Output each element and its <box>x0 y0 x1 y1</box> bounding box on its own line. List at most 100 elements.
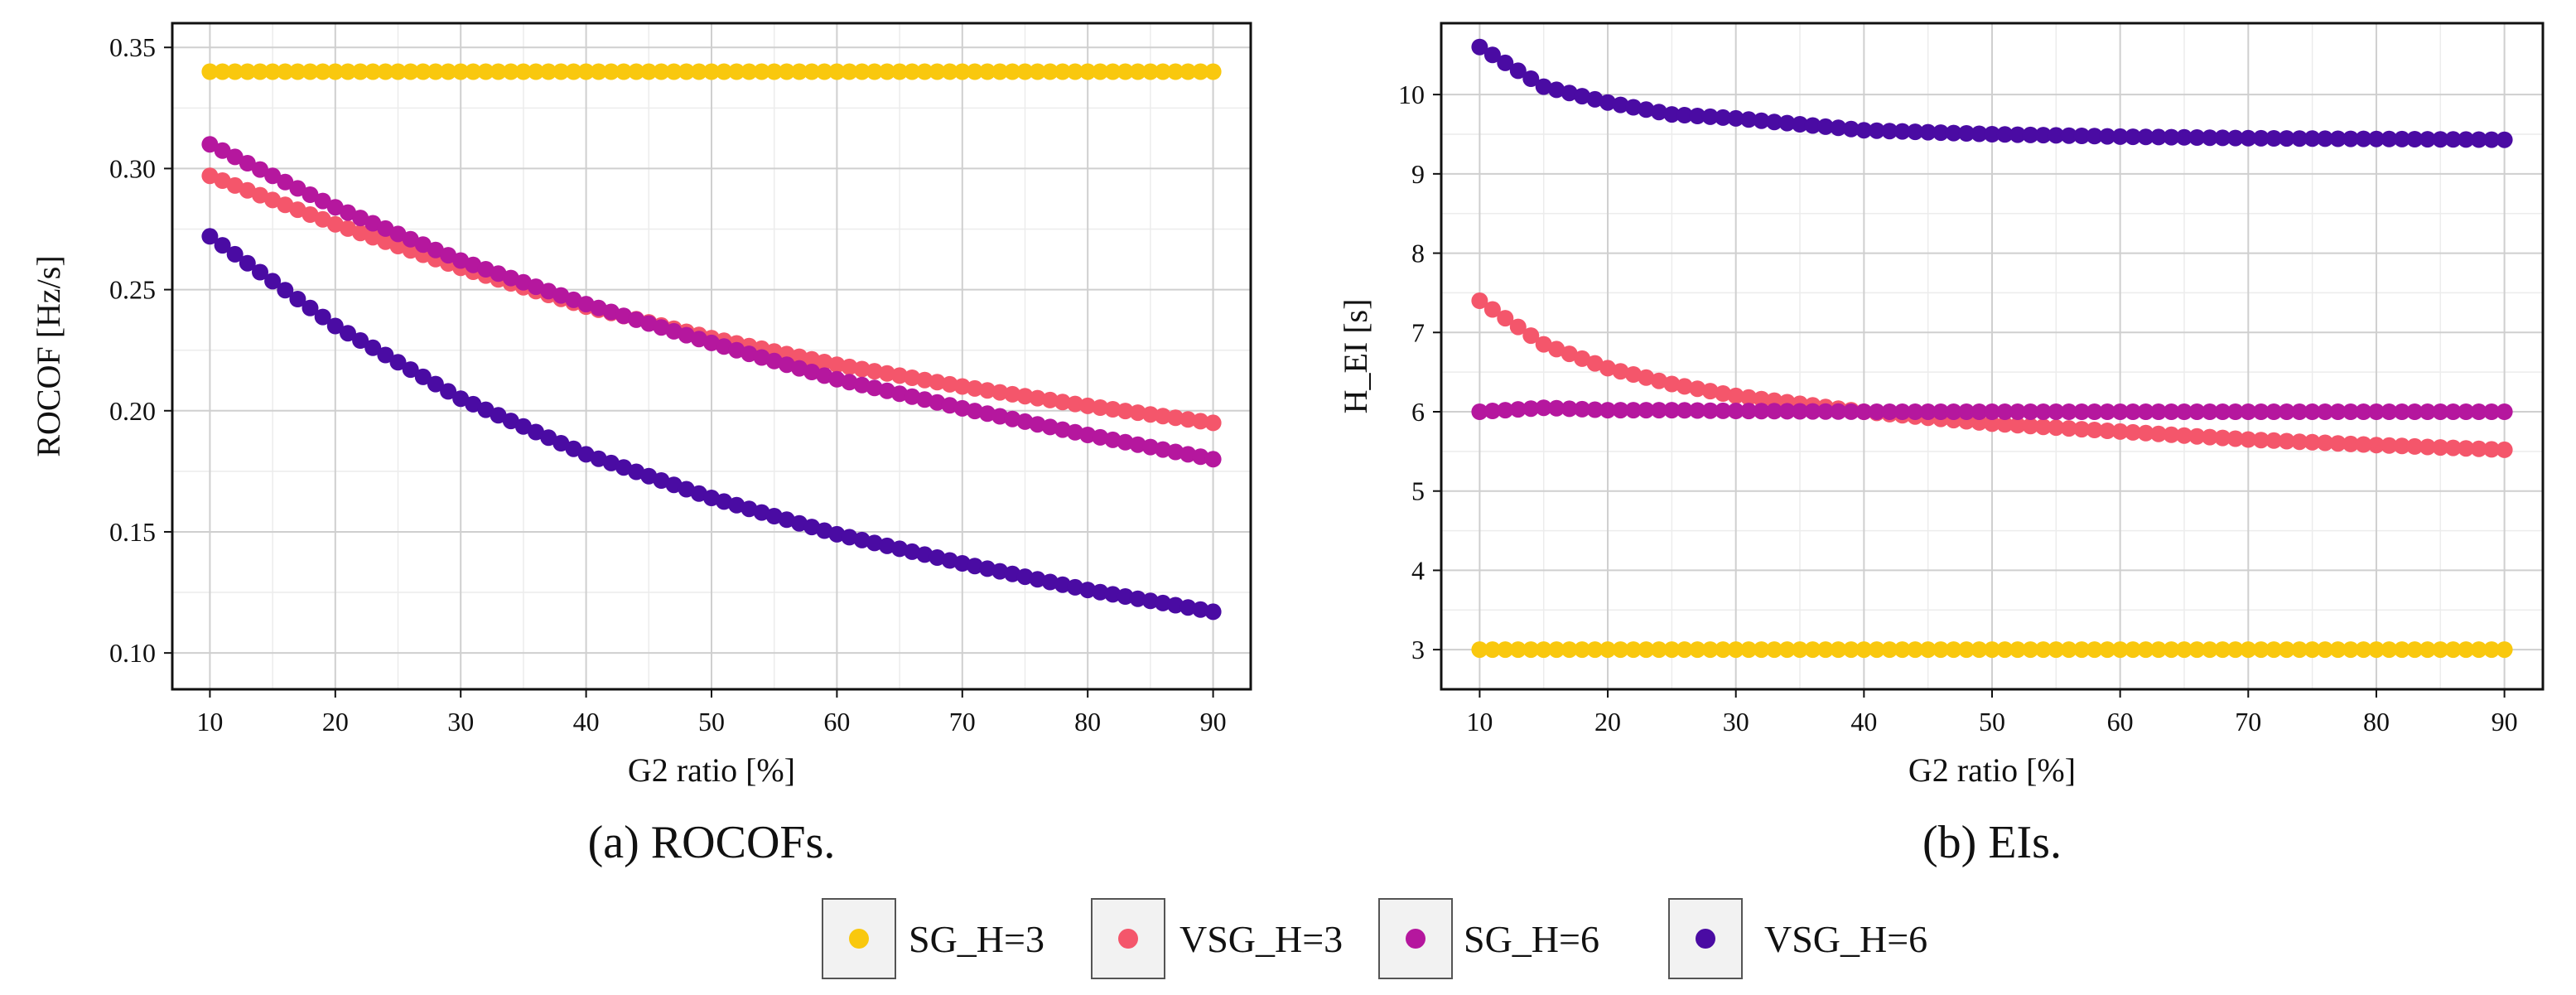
data-point <box>1054 63 1071 80</box>
data-point <box>1893 123 1911 140</box>
data-point <box>640 467 658 485</box>
data-point <box>2009 417 2026 434</box>
data-point <box>465 395 482 413</box>
series-sg-h-6 <box>1471 399 2513 420</box>
data-point <box>1016 63 1034 80</box>
data-point <box>2188 403 2206 420</box>
data-point <box>2009 126 2026 143</box>
data-point <box>1881 641 1898 659</box>
data-point <box>1650 372 1667 389</box>
data-point <box>2368 130 2385 147</box>
data-point <box>2125 403 2142 420</box>
data-point <box>1701 402 1719 419</box>
legend-label: VSG_H=6 <box>1764 918 1927 960</box>
data-point <box>1067 423 1083 441</box>
data-point <box>1612 402 1629 419</box>
data-point <box>2137 424 2154 442</box>
data-point <box>678 326 695 344</box>
data-point <box>389 225 407 243</box>
data-point <box>2444 439 2462 456</box>
data-point <box>2226 430 2244 447</box>
data-point <box>1016 388 1034 405</box>
x-tick-label: 10 <box>1466 707 1493 737</box>
series-sg-h-6 <box>201 136 1222 468</box>
data-point <box>414 368 432 385</box>
data-point <box>2265 432 2283 449</box>
y-tick-label: 0.30 <box>109 153 156 183</box>
data-point <box>1727 403 1744 419</box>
data-point <box>929 374 946 391</box>
data-point <box>1907 641 1924 659</box>
data-point <box>778 511 795 529</box>
data-point <box>828 525 846 543</box>
data-point <box>465 256 482 273</box>
data-point <box>628 63 645 80</box>
data-point <box>2034 403 2052 420</box>
data-point <box>1625 402 1642 419</box>
data-point <box>1129 404 1146 422</box>
data-point <box>2048 127 2065 144</box>
data-point <box>552 287 570 304</box>
data-point <box>1676 107 1693 123</box>
data-point <box>1753 112 1770 129</box>
data-point <box>2496 641 2513 659</box>
data-point <box>1574 88 1591 105</box>
data-point <box>2458 440 2475 457</box>
ei-caption: (b) EIs. <box>1922 817 2062 868</box>
data-point <box>1054 421 1071 438</box>
data-point <box>1689 108 1706 124</box>
data-point <box>1984 126 2000 142</box>
data-point <box>941 552 958 569</box>
data-point <box>1548 341 1565 358</box>
data-point <box>690 331 707 348</box>
y-tick-label: 7 <box>1411 317 1425 347</box>
data-point <box>1958 403 1975 420</box>
data-point <box>703 334 720 351</box>
data-point <box>778 63 795 80</box>
data-point <box>252 161 268 178</box>
data-point <box>1907 123 1924 141</box>
x-tick-label: 30 <box>447 707 474 737</box>
data-point <box>2201 641 2218 659</box>
data-point <box>828 63 846 80</box>
data-point <box>214 237 231 254</box>
data-point <box>1192 63 1209 80</box>
x-tick-label: 70 <box>2235 707 2261 737</box>
data-point <box>2048 403 2065 420</box>
data-point <box>966 558 983 575</box>
data-point <box>1650 402 1667 419</box>
data-point <box>301 186 319 203</box>
data-point <box>2329 130 2347 147</box>
data-point <box>2226 641 2244 659</box>
data-point <box>1689 641 1706 659</box>
data-point <box>1497 310 1514 327</box>
data-point <box>765 63 783 80</box>
data-point <box>816 522 833 539</box>
data-point <box>853 360 871 378</box>
ei-data-points <box>1471 38 2513 659</box>
data-point <box>1522 400 1540 418</box>
data-point <box>364 63 382 80</box>
data-point <box>716 493 733 510</box>
rocof-data-points <box>201 63 1222 621</box>
data-point <box>2214 129 2231 147</box>
data-point <box>1092 428 1109 446</box>
rocof-x-axis-label: G2 ratio [%] <box>628 751 795 789</box>
data-point <box>2317 434 2334 452</box>
data-point <box>201 167 219 185</box>
data-point <box>2381 641 2398 659</box>
data-point <box>2496 131 2513 148</box>
data-point <box>2381 437 2398 454</box>
data-point <box>753 63 770 80</box>
data-point <box>991 63 1009 80</box>
data-point <box>314 308 331 326</box>
data-point <box>1104 401 1122 418</box>
y-tick-label: 3 <box>1411 635 1425 664</box>
data-point <box>2240 641 2257 659</box>
data-point <box>853 63 871 80</box>
data-point <box>1167 63 1184 80</box>
data-point <box>1117 588 1134 605</box>
data-point <box>640 315 658 332</box>
data-point <box>1004 565 1021 582</box>
data-point <box>1192 601 1209 618</box>
